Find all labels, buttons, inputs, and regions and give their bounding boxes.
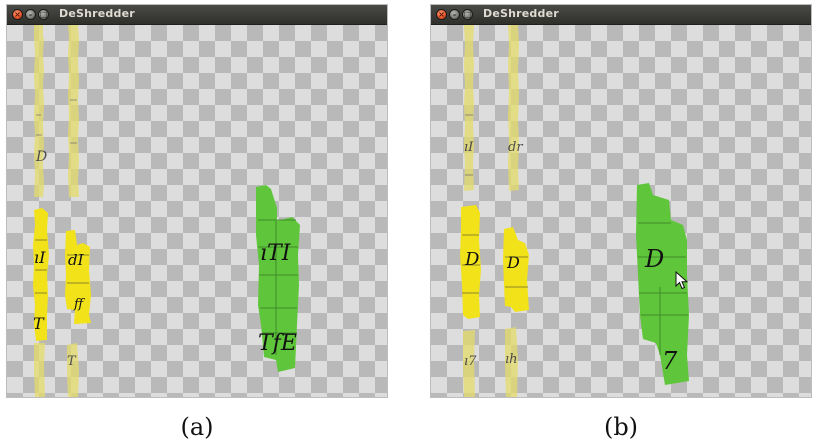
svg-text:ı7: ı7	[464, 354, 477, 369]
cursor-icon	[675, 271, 689, 290]
svg-text:ıI: ıI	[34, 248, 46, 267]
shred-cluster[interactable]: D 7	[636, 183, 689, 385]
shred-strip[interactable]	[68, 25, 79, 197]
title-bar[interactable]: × – □ DeShredder	[7, 5, 387, 25]
window-title: DeShredder	[59, 7, 135, 20]
shred-strip[interactable]: ıh	[505, 327, 518, 397]
shred-strip[interactable]: ıI	[464, 25, 474, 191]
minimize-icon[interactable]: –	[449, 9, 460, 20]
shred-strip[interactable]: D	[34, 25, 47, 197]
title-bar[interactable]: × – □ DeShredder	[431, 5, 811, 25]
close-icon[interactable]: ×	[436, 9, 447, 20]
deshredder-window-a[interactable]: × – □ DeShredder D ıI T	[7, 5, 387, 397]
shred-strip[interactable]: T	[67, 343, 79, 397]
shred-strip[interactable]	[34, 343, 45, 397]
svg-text:7: 7	[662, 347, 678, 375]
svg-text:D: D	[644, 245, 664, 273]
window-title: DeShredder	[483, 7, 559, 20]
maximize-icon[interactable]: □	[38, 9, 49, 20]
svg-text:ıTI: ıTI	[260, 241, 292, 266]
figure-caption-b: (b)	[603, 413, 639, 441]
svg-text:ff: ff	[73, 297, 86, 312]
shred-strip[interactable]: D	[460, 205, 481, 319]
shred-strip[interactable]: ı7	[463, 330, 477, 397]
shred-canvas[interactable]: ıI dr D D ı7	[431, 25, 811, 397]
minimize-icon[interactable]: –	[25, 9, 36, 20]
shred-strip[interactable]: ıI T	[33, 208, 49, 341]
svg-text:T: T	[33, 314, 45, 333]
svg-text:ıh: ıh	[505, 352, 518, 367]
svg-text:D: D	[464, 249, 480, 270]
figure-caption-a: (a)	[180, 413, 214, 441]
svg-text:D: D	[35, 149, 47, 165]
shred-strip[interactable]: dr	[508, 25, 523, 191]
svg-text:dr: dr	[508, 140, 523, 155]
deshredder-window-b[interactable]: × – □ DeShredder ıI dr D	[431, 5, 811, 397]
close-icon[interactable]: ×	[12, 9, 23, 20]
svg-text:D: D	[506, 253, 520, 272]
shred-strip[interactable]: dI ff	[65, 230, 91, 324]
svg-text:TfE: TfE	[258, 331, 297, 356]
svg-text:T: T	[67, 354, 77, 369]
maximize-icon[interactable]: □	[462, 9, 473, 20]
svg-text:ıI: ıI	[464, 140, 474, 155]
shred-canvas[interactable]: D ıI T dI ff	[7, 25, 387, 397]
shred-strip[interactable]: D	[503, 227, 529, 312]
svg-text:dI: dI	[68, 251, 85, 269]
shred-cluster[interactable]: ıTI TfE	[256, 185, 300, 372]
